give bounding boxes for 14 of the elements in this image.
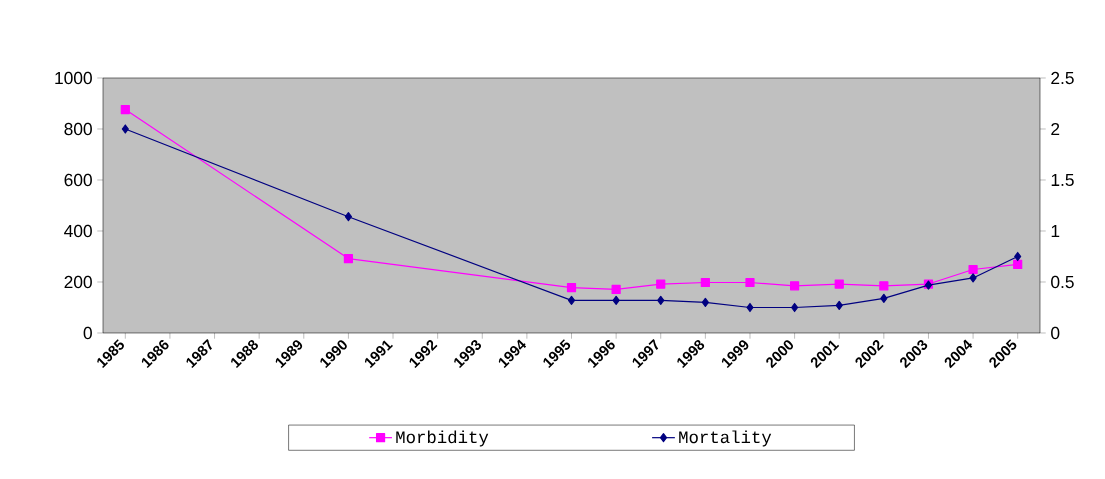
y-tick-label: 400: [64, 224, 92, 238]
y2-tick-label: 0: [1051, 326, 1060, 340]
legend-label: Morbidity: [396, 430, 489, 447]
y2-tick-label: 1.5: [1051, 173, 1074, 187]
y2-tick-label: 2: [1051, 122, 1060, 136]
legend-label: Mortality: [679, 430, 772, 447]
y-tick-label: 800: [64, 122, 92, 136]
y-tick-label: 1000: [55, 71, 92, 85]
y-tick-label: 600: [64, 173, 92, 187]
y-tick-label: 0: [83, 326, 92, 340]
y2-tick-label: 1: [1051, 225, 1060, 237]
y-tick-label: 200: [64, 275, 92, 289]
y2-tick-label: 0.5: [1051, 275, 1074, 289]
y2-tick-label: 2.5: [1051, 71, 1074, 85]
